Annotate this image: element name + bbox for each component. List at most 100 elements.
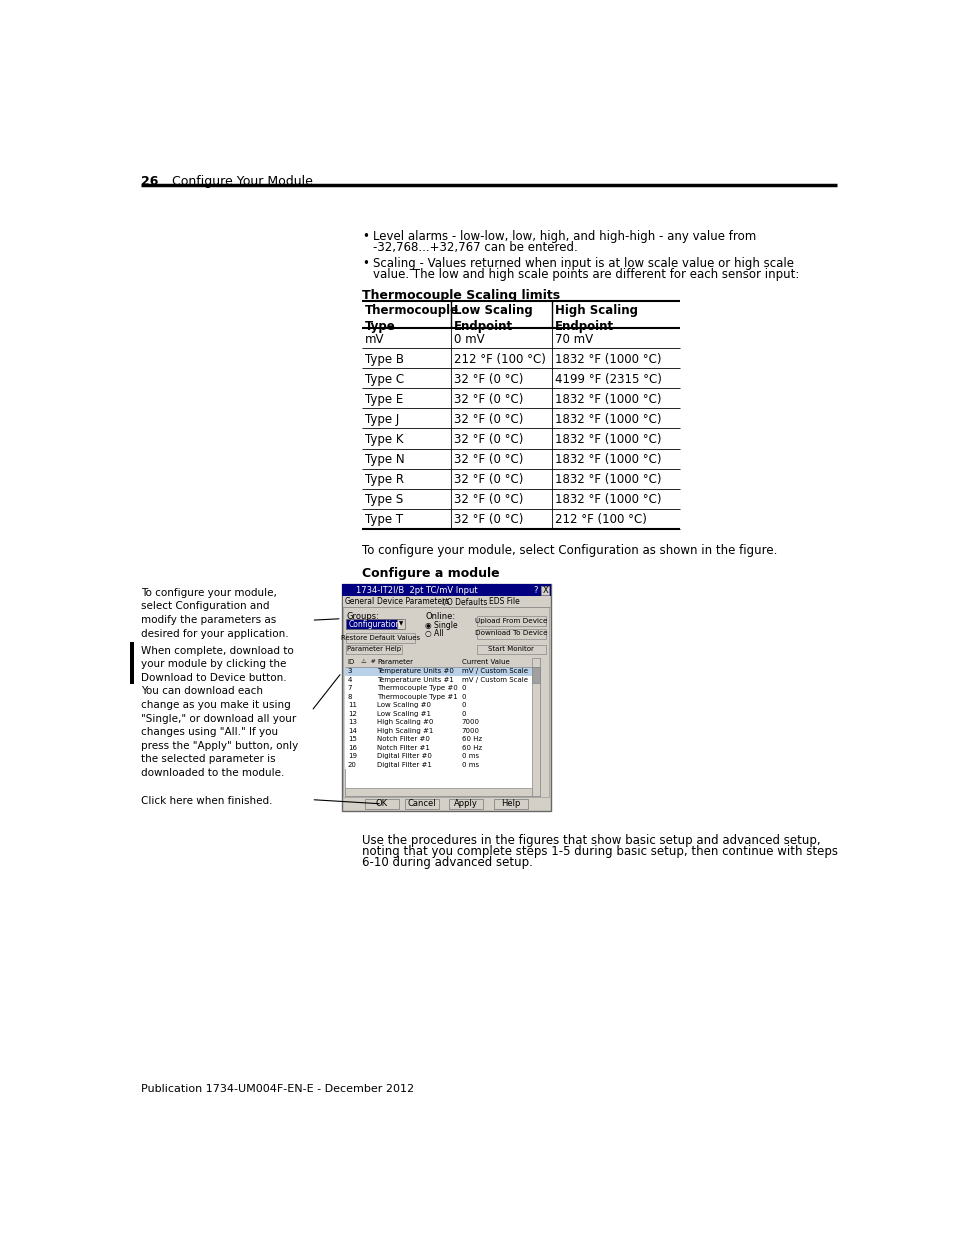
Text: Type R: Type R	[365, 473, 403, 485]
Text: 32 °F (0 °C): 32 °F (0 °C)	[454, 373, 523, 385]
Text: Type J: Type J	[365, 412, 398, 426]
Text: 26: 26	[141, 175, 158, 188]
Bar	[344, 658, 539, 667]
Text: OK: OK	[375, 799, 388, 809]
Text: Level alarms - low-low, low, high, and high-high - any value from: Level alarms - low-low, low, high, and h…	[373, 230, 755, 243]
Text: 32 °F (0 °C): 32 °F (0 °C)	[454, 412, 523, 426]
Text: 1832 °F (1000 °C): 1832 °F (1000 °C)	[555, 412, 660, 426]
Text: 7000: 7000	[461, 719, 479, 725]
Text: 212 °F (100 °C): 212 °F (100 °C)	[454, 353, 545, 366]
Text: mV: mV	[365, 332, 384, 346]
Bar	[476, 629, 545, 638]
Text: Low Scaling #0: Low Scaling #0	[377, 703, 431, 709]
Text: Notch Filter #1: Notch Filter #1	[377, 745, 430, 751]
Text: EDS File: EDS File	[488, 598, 519, 606]
Text: noting that you complete steps 1-5 during basic setup, then continue with steps: noting that you complete steps 1-5 durin…	[361, 845, 837, 858]
Text: Configuration: Configuration	[348, 620, 400, 629]
Text: ○ All: ○ All	[425, 629, 444, 637]
Bar	[343, 608, 549, 798]
Text: Type C: Type C	[365, 373, 404, 385]
Bar	[476, 616, 545, 626]
Bar	[346, 620, 402, 630]
Text: 1832 °F (1000 °C): 1832 °F (1000 °C)	[555, 432, 660, 446]
Bar	[532, 658, 539, 795]
Text: Device Parameters: Device Parameters	[377, 598, 449, 606]
Text: High Scaling #0: High Scaling #0	[377, 719, 434, 725]
Bar	[532, 667, 539, 683]
Bar	[344, 752, 532, 761]
Text: Type S: Type S	[365, 493, 403, 506]
Text: 0 ms: 0 ms	[461, 762, 478, 768]
Text: 4: 4	[348, 677, 352, 683]
Text: 70 mV: 70 mV	[555, 332, 593, 346]
Text: Thermocouple Type #1: Thermocouple Type #1	[377, 694, 457, 700]
Text: mV / Custom Scale: mV / Custom Scale	[461, 677, 527, 683]
Bar	[344, 693, 532, 701]
Bar	[493, 799, 527, 809]
Text: Digital Filter #0: Digital Filter #0	[377, 753, 432, 760]
Bar	[344, 726, 532, 735]
Text: 6-10 during advanced setup.: 6-10 during advanced setup.	[361, 856, 532, 869]
Text: ID: ID	[348, 659, 355, 666]
Text: General: General	[344, 598, 375, 606]
Text: 19: 19	[348, 753, 356, 760]
Text: I/O Defaults: I/O Defaults	[442, 598, 487, 606]
Bar	[344, 788, 532, 795]
Text: X: X	[542, 585, 548, 595]
Bar	[344, 676, 532, 684]
Text: Thermocouple Type #0: Thermocouple Type #0	[377, 685, 457, 692]
Text: Apply: Apply	[454, 799, 477, 809]
Text: Scaling - Values returned when input is at low scale value or high scale: Scaling - Values returned when input is …	[373, 257, 793, 269]
Bar	[346, 634, 415, 642]
Text: ▼: ▼	[398, 621, 403, 626]
Text: Restore Default Values: Restore Default Values	[340, 635, 419, 641]
Bar	[344, 735, 532, 743]
Text: 13: 13	[348, 719, 356, 725]
Text: •: •	[361, 257, 368, 269]
Text: Thermocouple Scaling limits: Thermocouple Scaling limits	[361, 289, 559, 303]
Text: 0 ms: 0 ms	[461, 753, 478, 760]
Bar	[344, 684, 532, 693]
Text: 3: 3	[348, 668, 352, 674]
Text: 32 °F (0 °C): 32 °F (0 °C)	[454, 453, 523, 466]
Bar	[344, 710, 532, 718]
Text: 60 Hz: 60 Hz	[461, 736, 481, 742]
Bar	[343, 597, 549, 608]
Text: 20: 20	[348, 762, 356, 768]
Text: ?: ?	[534, 585, 537, 595]
Text: 4199 °F (2315 °C): 4199 °F (2315 °C)	[555, 373, 661, 385]
Text: 0: 0	[461, 694, 466, 700]
Text: Thermocouple
Type: Thermocouple Type	[365, 304, 458, 332]
Text: 8: 8	[348, 694, 352, 700]
Text: 1832 °F (1000 °C): 1832 °F (1000 °C)	[555, 353, 660, 366]
Bar	[344, 761, 532, 769]
Text: Online:: Online:	[425, 611, 455, 621]
Text: 32 °F (0 °C): 32 °F (0 °C)	[454, 432, 523, 446]
Text: Low Scaling
Endpoint: Low Scaling Endpoint	[454, 304, 532, 332]
Text: 1734-IT2I/B  2pt TC/mV Input: 1734-IT2I/B 2pt TC/mV Input	[355, 585, 476, 595]
Text: value. The low and high scale points are different for each sensor input:: value. The low and high scale points are…	[373, 268, 799, 280]
Text: 0: 0	[461, 711, 466, 716]
Bar	[344, 658, 539, 795]
Text: 212 °F (100 °C): 212 °F (100 °C)	[555, 513, 646, 526]
Text: 15: 15	[348, 736, 356, 742]
Text: Type N: Type N	[365, 453, 404, 466]
Text: 1832 °F (1000 °C): 1832 °F (1000 °C)	[555, 493, 660, 506]
Text: Click here when finished.: Click here when finished.	[141, 795, 273, 805]
Bar	[344, 718, 532, 726]
Text: •: •	[361, 230, 368, 243]
Text: 32 °F (0 °C): 32 °F (0 °C)	[454, 493, 523, 506]
Text: Type B: Type B	[365, 353, 403, 366]
Text: To configure your module,
select Configuration and
modify the parameters as
desi: To configure your module, select Configu…	[141, 588, 288, 638]
Bar	[540, 585, 549, 595]
Text: 32 °F (0 °C): 32 °F (0 °C)	[454, 513, 523, 526]
Text: 16: 16	[348, 745, 356, 751]
Text: 0: 0	[461, 703, 466, 709]
Bar	[397, 620, 405, 630]
Text: 12: 12	[348, 711, 356, 716]
Bar	[476, 645, 545, 655]
Text: Temperature Units #0: Temperature Units #0	[377, 668, 454, 674]
Text: When complete, download to
your module by clicking the
Download to Device button: When complete, download to your module b…	[141, 646, 298, 778]
Bar	[346, 645, 402, 655]
Text: Upload From Device: Upload From Device	[475, 618, 547, 624]
